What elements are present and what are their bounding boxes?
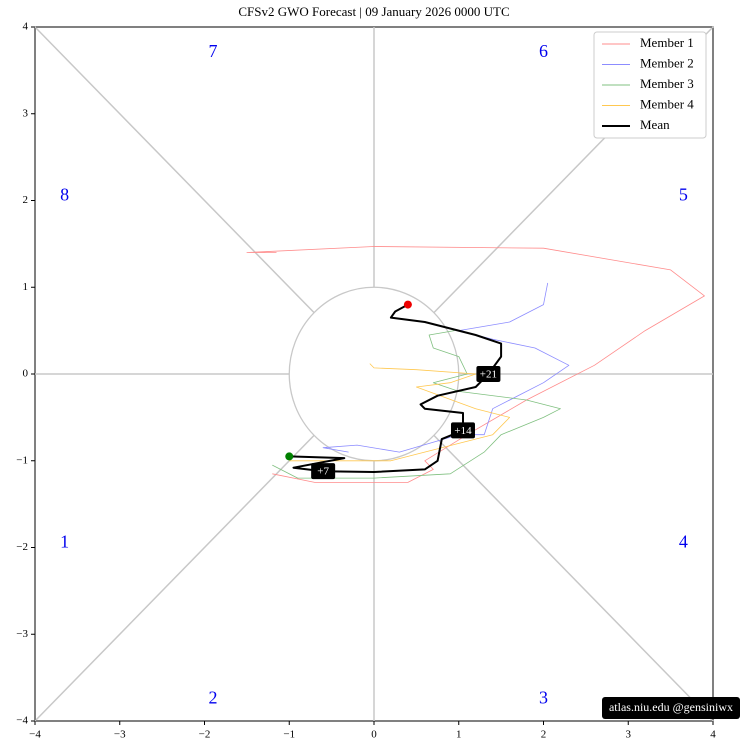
y-tick-label: 1 (23, 281, 29, 293)
chart-title: CFSv2 GWO Forecast | 09 January 2026 000… (238, 4, 509, 19)
x-tick-label: 0 (371, 729, 377, 741)
x-tick-label: 2 (541, 729, 547, 741)
y-tick-label: −3 (16, 628, 28, 640)
day-label: +21 (480, 369, 497, 381)
x-tick-label: 3 (626, 729, 632, 741)
y-tick-label: 0 (23, 368, 29, 380)
endpoint-marker (285, 452, 294, 461)
x-tick-label: −2 (199, 729, 211, 741)
unit-circle (288, 286, 460, 462)
y-tick-label: 2 (23, 194, 29, 206)
phase-guide (34, 26, 315, 314)
endpoint-marker (403, 300, 412, 309)
phase-guide (34, 434, 315, 722)
series-line (289, 363, 510, 462)
legend-box (593, 31, 707, 139)
x-tick-label: 1 (456, 729, 462, 741)
phase-label: 7 (208, 41, 217, 61)
x-tick-label: −3 (114, 729, 126, 741)
y-tick-label: −2 (16, 541, 28, 553)
y-tick-label: 4 (23, 21, 29, 33)
credit-box (602, 697, 740, 719)
legend-label: Mean (640, 117, 670, 132)
phase-label: 2 (208, 687, 217, 707)
y-tick-label: −4 (16, 715, 28, 727)
series-line (289, 303, 503, 473)
series-line (322, 282, 570, 453)
y-tick-label: −1 (16, 454, 28, 466)
x-tick-label: 4 (710, 729, 716, 741)
phase-label: 4 (679, 531, 688, 551)
phase-label: 6 (539, 41, 548, 61)
phase-guide (433, 434, 714, 722)
day-label: +7 (317, 466, 329, 478)
series-line (246, 246, 705, 483)
legend-label: Member 3 (640, 76, 694, 91)
phase-label: 8 (60, 184, 69, 204)
x-tick-label: −4 (29, 729, 41, 741)
day-label: +14 (454, 425, 472, 437)
y-tick-label: 3 (23, 107, 29, 119)
series-line (272, 330, 561, 479)
phase-label: 3 (539, 687, 548, 707)
day-label-box (450, 422, 475, 439)
phase-label: 1 (60, 531, 69, 551)
legend-label: Member 1 (640, 35, 694, 50)
credit: atlas.niu.edu @gensiniwx (609, 700, 733, 714)
legend-label: Member 4 (640, 96, 694, 111)
phase-label: 5 (679, 184, 688, 204)
x-tick-label: −1 (283, 729, 295, 741)
legend-label: Member 2 (640, 55, 694, 70)
day-label-box (311, 463, 336, 480)
day-label-box (476, 366, 501, 382)
